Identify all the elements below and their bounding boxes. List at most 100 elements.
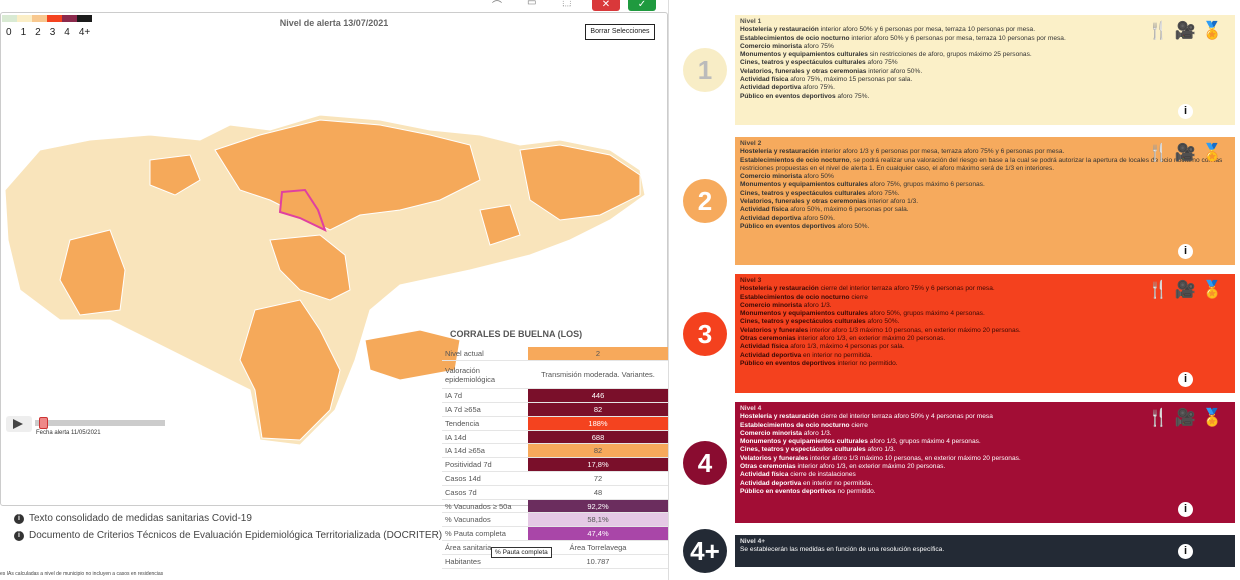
row-value: 17,8%	[528, 457, 668, 473]
table-row[interactable]: Positividad 7d 17,8%	[442, 457, 668, 473]
link-text[interactable]: Texto consolidado de medidas sanitarias …	[29, 513, 252, 524]
row-label: Casos 7d	[442, 485, 528, 500]
table-row[interactable]: Casos 7d 48	[442, 485, 668, 500]
measure-category: Velatorios, funerales y otras ceremonias	[740, 67, 867, 75]
measure-category: Monumentos y equipamientos culturales	[740, 181, 868, 189]
table-row[interactable]: IA 7d 446	[442, 388, 668, 404]
info-icon: i	[14, 530, 24, 541]
measure-item: Velatorios y funerales interior aforo 1/…	[740, 455, 1230, 463]
measure-category: Público en eventos deportivos	[740, 222, 836, 230]
row-label: % Vacunados	[442, 512, 528, 528]
table-row[interactable]: % Pauta completa 47,4%	[442, 526, 668, 542]
table-row[interactable]: IA 14d ≥65a 82	[442, 443, 668, 459]
level-title: Nivel 3	[740, 277, 762, 284]
measure-detail: cierre del interior terraza aforo 50% y …	[818, 413, 993, 421]
row-label: IA 14d	[442, 430, 528, 445]
link-docriter[interactable]: i Documento de Criterios Técnicos de Eval…	[14, 530, 442, 541]
measure-category: Actividad deportiva	[740, 351, 802, 359]
info-button[interactable]: i	[1178, 104, 1193, 119]
link-text[interactable]: Documento de Criterios Técnicos de Evalu…	[29, 530, 443, 541]
measure-detail: sin restricciones de aforo, grupos máxim…	[867, 51, 1032, 59]
footnote: es IAs calculadas a nivel de municipio n…	[0, 571, 164, 577]
select-icon[interactable]: ▭	[527, 0, 537, 8]
measure-item: Actividad deportiva en interior no permi…	[740, 480, 1230, 488]
cantabria-map[interactable]	[0, 40, 668, 470]
row-label: Casos 14d	[442, 471, 528, 486]
legend-label: 3	[49, 27, 56, 38]
info-button[interactable]: i	[1178, 544, 1193, 559]
measure-item: Hostelería y restauración interior aforo…	[740, 26, 1230, 34]
measure-item: Velatorios y funerales interior aforo 1/…	[740, 327, 1230, 335]
measure-detail: aforo 50%.	[801, 214, 835, 222]
measure-category: Cines, teatros y espectáculos culturales	[740, 59, 866, 67]
table-row[interactable]: IA 7d ≥65a 82	[442, 402, 668, 417]
measure-category: Monumentos y equipamientos culturales	[740, 310, 868, 318]
medal-icon: 🏅	[1201, 408, 1223, 427]
table-row[interactable]: Nivel actual 2	[442, 347, 668, 362]
timeline-slider-handle[interactable]	[38, 417, 48, 429]
level-title: Nivel 2	[740, 140, 762, 147]
measure-item: Velatorios, funerales y otras ceremonias…	[740, 68, 1230, 76]
measure-item: Comercio minorista aforo 50%	[740, 173, 1230, 181]
measure-item: Velatorios, funerales y otras ceremonias…	[740, 198, 1230, 206]
map-region-level2[interactable]	[239, 299, 341, 441]
legend-label: 4	[64, 27, 70, 38]
selected-municipality-corrales-de-buelna[interactable]	[278, 188, 327, 232]
row-value: 188%	[528, 416, 668, 431]
cancel-selection-button[interactable]: ✕	[592, 0, 620, 11]
selection-tool-icon[interactable]: ⬚	[562, 0, 572, 8]
table-row[interactable]: Valoración epidemiológica Transmisión mod…	[442, 360, 668, 390]
map-region-level2[interactable]	[479, 204, 521, 246]
level-badge-4: 4	[683, 440, 727, 485]
measure-detail: en interior no permitida.	[801, 351, 873, 359]
legend-swatch	[17, 15, 32, 22]
info-button[interactable]: i	[1178, 502, 1193, 517]
row-value: 72	[528, 471, 668, 486]
info-button[interactable]: i	[1178, 244, 1193, 259]
divider	[668, 0, 669, 580]
measure-category: Cines, teatros y espectáculos culturales	[740, 446, 866, 454]
map-region-level2[interactable]	[59, 229, 126, 316]
measure-detail: aforo 1/3.	[801, 301, 832, 309]
table-row[interactable]: Habitantes 10.787	[442, 554, 668, 569]
table-row[interactable]: % Vacunados 58,1%	[442, 512, 668, 528]
info-button[interactable]: i	[1178, 372, 1193, 387]
measure-category: Velatorios y funerales	[740, 454, 809, 462]
lasso-icon[interactable]: ⌒	[492, 1, 502, 12]
level-title: Nivel 4	[740, 405, 762, 412]
legend-swatch	[47, 15, 62, 22]
level-title: Nivel 1	[740, 18, 762, 25]
map-region-level2[interactable]	[519, 144, 641, 221]
legend-label: 0	[6, 27, 12, 38]
measure-item: Cines, teatros y espectáculos culturales…	[740, 59, 1230, 67]
play-button[interactable]	[6, 416, 32, 432]
row-label: Positividad 7d	[442, 457, 528, 473]
measure-item: Cines, teatros y espectáculos culturales…	[740, 318, 1230, 326]
timeline-slider[interactable]	[35, 420, 165, 426]
map-region-level2[interactable]	[149, 154, 201, 196]
link-medidas-sanitarias[interactable]: i Texto consolidado de medidas sanitarias…	[14, 513, 252, 524]
measure-item: Público en eventos deportivos aforo 50%.	[740, 223, 1230, 231]
legend-label: 2	[35, 27, 41, 38]
measure-item: Público en eventos deportivos no permiti…	[740, 488, 1230, 496]
map-region-level2[interactable]	[269, 234, 351, 301]
measure-item: Monumentos y equipamientos culturales si…	[740, 51, 1230, 59]
measure-detail: interior aforo 1/3, en exterior máximo 2…	[795, 463, 946, 471]
measure-category: Velatorios, funerales y otras ceremonias	[740, 198, 867, 206]
table-row[interactable]: % Vacunados ≥ 50a 92,2%	[442, 499, 668, 514]
table-row[interactable]: Área sanitaria Área Torrelavega	[442, 540, 668, 555]
table-row[interactable]: Casos 14d 72	[442, 471, 668, 486]
measure-category: Comercio minorista	[740, 173, 802, 181]
measure-item: Establecimientos de ocio nocturno, se po…	[740, 157, 1230, 174]
table-row[interactable]: IA 14d 688	[442, 430, 668, 445]
measure-category: Actividad física	[740, 471, 789, 479]
clear-selections-button[interactable]: Borrar Selecciones	[585, 24, 655, 40]
table-row[interactable]: Tendencia 188%	[442, 416, 668, 431]
measure-category: Actividad deportiva	[740, 479, 802, 487]
fork-glass-icon: 🍴	[1147, 143, 1169, 162]
measure-detail: cierre de instalaciones	[788, 471, 856, 479]
map-panel	[0, 12, 668, 506]
confirm-selection-button[interactable]: ✓	[628, 0, 656, 11]
movie-camera-icon: 🎥	[1174, 143, 1196, 162]
row-value: Transmisión moderada. Variantes.	[528, 360, 668, 390]
